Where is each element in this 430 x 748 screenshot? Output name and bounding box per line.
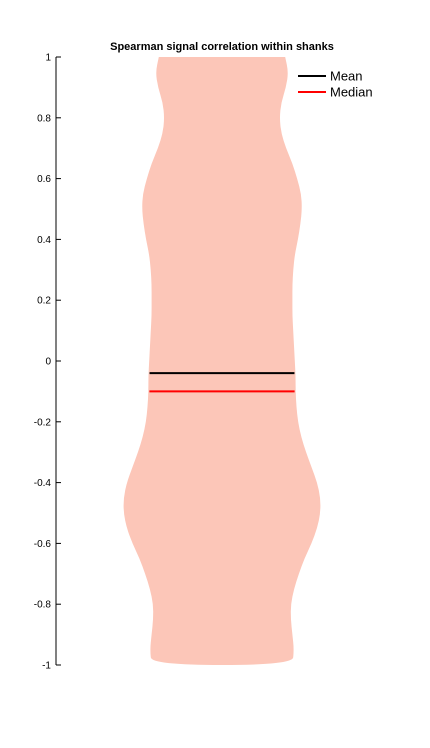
legend-label-median: Median	[330, 85, 373, 100]
y-tick-label: 0.4	[37, 235, 51, 246]
y-tick-label: 0	[45, 357, 51, 368]
y-tick-label: 0.8	[37, 113, 51, 124]
legend-label-mean: Mean	[330, 69, 363, 84]
y-tick-label: 1	[45, 53, 51, 64]
y-tick-label: -0.4	[34, 478, 52, 489]
y-tick-label: -0.6	[34, 539, 52, 550]
y-tick-label: 0.2	[37, 296, 51, 307]
y-tick-label: -1	[42, 661, 51, 672]
chart-title: Spearman signal correlation within shank…	[110, 41, 334, 53]
y-tick-label: -0.2	[34, 417, 52, 428]
y-tick-label: -0.8	[34, 600, 52, 611]
violin-body	[123, 57, 321, 665]
y-tick-label: 0.6	[37, 174, 51, 185]
